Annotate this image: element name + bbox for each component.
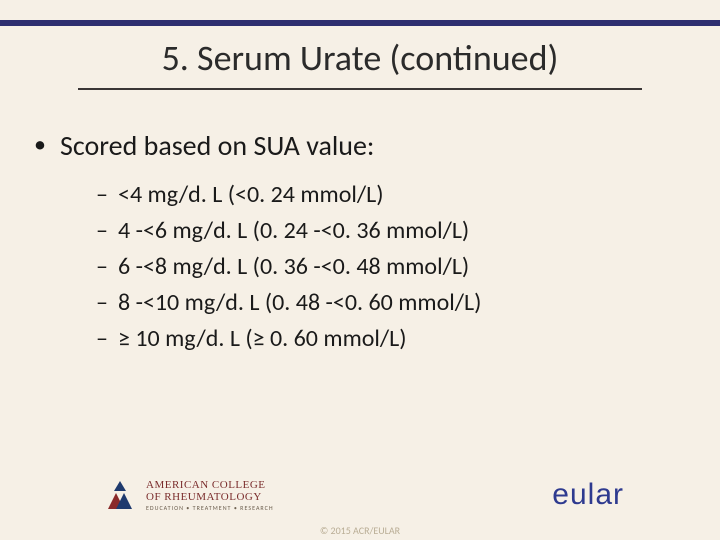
top-rule bbox=[0, 20, 720, 26]
acr-line1: AMERICAN COLLEGE bbox=[146, 480, 274, 491]
acr-tagline: EDUCATION • TREATMENT • RESEARCH bbox=[146, 505, 274, 511]
acr-text: AMERICAN COLLEGE OF RHEUMATOLOGY EDUCATI… bbox=[146, 480, 274, 511]
list-item-text: <4 mg/d. L (<0. 24 mmol/L) bbox=[118, 177, 384, 213]
bullet-level1-text: Scored based on SUA value: bbox=[60, 128, 374, 163]
slide-body: • Scored based on SUA value: – <4 mg/d. … bbox=[34, 128, 686, 357]
list-item: – 6 -<8 mg/d. L (0. 36 -<0. 48 mmol/L) bbox=[96, 249, 686, 285]
dash-glyph: – bbox=[96, 321, 118, 357]
acr-line2: OF RHEUMATOLOGY bbox=[146, 492, 274, 503]
title-underline bbox=[78, 88, 642, 90]
slide-title: 5. Serum Urate (continued) bbox=[0, 36, 720, 80]
bullet-level2-group: – <4 mg/d. L (<0. 24 mmol/L) – 4 -<6 mg/… bbox=[96, 177, 686, 357]
dash-glyph: – bbox=[96, 285, 118, 321]
bullet-glyph: • bbox=[34, 128, 60, 162]
list-item-text: ≥ 10 mg/d. L (≥ 0. 60 mmol/L) bbox=[118, 321, 407, 357]
list-item-text: 8 -<10 mg/d. L (0. 48 -<0. 60 mmol/L) bbox=[118, 285, 481, 321]
footer: AMERICAN COLLEGE OF RHEUMATOLOGY EDUCATI… bbox=[0, 468, 720, 522]
list-item: – 8 -<10 mg/d. L (0. 48 -<0. 60 mmol/L) bbox=[96, 285, 686, 321]
bullet-level1: • Scored based on SUA value: bbox=[34, 128, 686, 163]
dash-glyph: – bbox=[96, 177, 118, 213]
dash-glyph: – bbox=[96, 213, 118, 249]
list-item-text: 4 -<6 mg/d. L (0. 24 -<0. 36 mmol/L) bbox=[118, 213, 469, 249]
slide: 5. Serum Urate (continued) • Scored base… bbox=[0, 0, 720, 540]
list-item: – ≥ 10 mg/d. L (≥ 0. 60 mmol/L) bbox=[96, 321, 686, 357]
acr-logo-block: AMERICAN COLLEGE OF RHEUMATOLOGY EDUCATI… bbox=[104, 479, 274, 511]
eular-logo: eular bbox=[552, 478, 624, 512]
list-item: – <4 mg/d. L (<0. 24 mmol/L) bbox=[96, 177, 686, 213]
copyright-text: © 2015 ACR/EULAR bbox=[0, 524, 720, 537]
dash-glyph: – bbox=[96, 249, 118, 285]
list-item-text: 6 -<8 mg/d. L (0. 36 -<0. 48 mmol/L) bbox=[118, 249, 469, 285]
list-item: – 4 -<6 mg/d. L (0. 24 -<0. 36 mmol/L) bbox=[96, 213, 686, 249]
acr-logo-icon bbox=[104, 479, 136, 511]
